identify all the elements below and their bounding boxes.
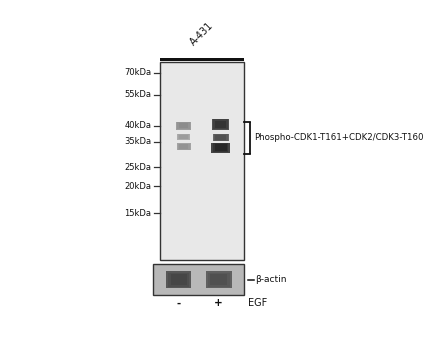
Bar bbox=[160, 58, 244, 61]
Text: 55kDa: 55kDa bbox=[124, 90, 152, 99]
Bar bbox=[212, 119, 229, 130]
Bar bbox=[208, 273, 230, 287]
Bar bbox=[214, 134, 228, 141]
Bar bbox=[168, 273, 189, 287]
Text: +: + bbox=[214, 299, 223, 308]
Bar bbox=[179, 123, 188, 128]
Bar bbox=[153, 264, 244, 295]
Text: 25kDa: 25kDa bbox=[124, 163, 152, 172]
Bar bbox=[171, 274, 187, 285]
Bar bbox=[211, 142, 230, 153]
Bar bbox=[215, 120, 226, 128]
Bar bbox=[213, 134, 229, 141]
Bar bbox=[206, 271, 232, 288]
Bar bbox=[210, 274, 227, 285]
Bar bbox=[179, 144, 188, 149]
Text: 20kDa: 20kDa bbox=[124, 182, 152, 191]
Text: Phospho-CDK1-T161+CDK2/CDK3-T160: Phospho-CDK1-T161+CDK2/CDK3-T160 bbox=[254, 133, 424, 142]
Bar bbox=[177, 134, 190, 140]
Text: A-431: A-431 bbox=[189, 20, 216, 47]
Text: 40kDa: 40kDa bbox=[124, 121, 152, 130]
Bar bbox=[213, 143, 229, 152]
Bar bbox=[179, 135, 188, 139]
Bar bbox=[166, 271, 191, 288]
Bar bbox=[213, 119, 228, 129]
Bar bbox=[178, 134, 189, 139]
Text: 15kDa: 15kDa bbox=[124, 209, 152, 218]
Bar bbox=[215, 144, 227, 151]
Bar bbox=[176, 121, 191, 130]
Bar bbox=[178, 144, 190, 149]
Text: -: - bbox=[177, 299, 181, 308]
Bar bbox=[177, 143, 190, 150]
Bar bbox=[177, 122, 190, 129]
Bar bbox=[160, 62, 244, 260]
Text: EGF: EGF bbox=[249, 299, 268, 308]
Bar bbox=[215, 135, 226, 140]
Text: 35kDa: 35kDa bbox=[124, 137, 152, 146]
Text: 70kDa: 70kDa bbox=[124, 69, 152, 77]
Text: β-actin: β-actin bbox=[255, 275, 287, 284]
